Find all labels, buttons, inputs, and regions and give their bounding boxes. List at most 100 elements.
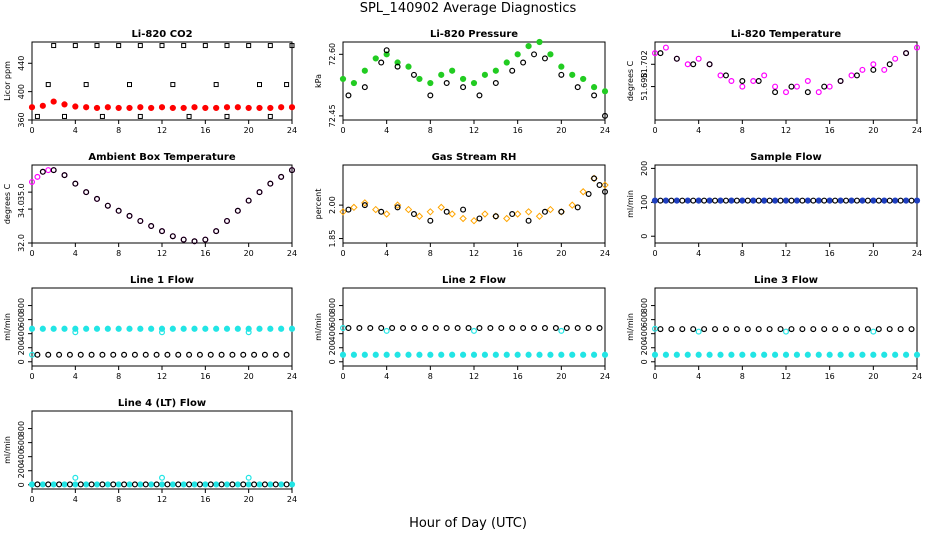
data-point: [45, 481, 52, 488]
series-1: [651, 325, 877, 335]
series-1: [29, 329, 252, 358]
data-point: [591, 92, 598, 99]
data-point: [739, 77, 746, 84]
data-point: [278, 325, 285, 332]
data-point: [410, 211, 417, 218]
data-point: [459, 214, 467, 223]
x-tick-label: 20: [244, 495, 254, 504]
data-point: [267, 481, 274, 488]
x-tick-label: 8: [428, 249, 433, 258]
data-point: [394, 59, 401, 66]
data-point: [191, 325, 198, 332]
data-point: [492, 67, 499, 74]
data-point: [531, 325, 538, 332]
data-point: [99, 481, 106, 488]
data-point: [256, 325, 263, 332]
y-axis-label: ml/min: [3, 436, 12, 464]
y-axis-label: ml/min: [3, 313, 12, 341]
x-tick-label: 24: [287, 249, 297, 258]
data-point: [126, 212, 133, 219]
data-point: [45, 167, 52, 174]
data-point: [361, 351, 368, 358]
x-tick-label: 20: [556, 372, 566, 381]
x-tick-label: 12: [781, 372, 791, 381]
data-point: [437, 203, 445, 212]
data-point: [224, 43, 230, 49]
x-tick-label: 20: [244, 126, 254, 135]
data-point: [415, 212, 424, 220]
data-point: [881, 351, 888, 358]
data-point: [350, 203, 358, 212]
y-tick-label: 200: [640, 161, 649, 176]
data-point: [93, 481, 101, 488]
data-point: [766, 197, 773, 204]
data-point: [137, 43, 143, 49]
data-point: [245, 474, 252, 481]
data-point: [913, 44, 920, 51]
data-point: [673, 55, 680, 62]
data-point: [701, 197, 708, 204]
data-point: [121, 481, 128, 488]
data-point: [137, 481, 144, 488]
x-tick-label: 12: [157, 249, 167, 258]
x-tick-label: 20: [868, 126, 878, 135]
x-tick-label: 8: [116, 126, 121, 135]
data-point: [115, 104, 122, 112]
data-point: [673, 197, 680, 204]
data-point: [126, 481, 133, 488]
data-point: [750, 197, 757, 204]
x-axis-caption: Hour of Day (UTC): [409, 516, 527, 531]
data-point: [558, 63, 565, 70]
x-tick-label: 8: [740, 372, 745, 381]
data-point: [722, 72, 729, 79]
data-point: [29, 351, 36, 358]
data-point: [547, 351, 554, 358]
x-tick-label: 0: [29, 372, 34, 381]
data-point: [39, 481, 46, 488]
panel-title: Li-820 Temperature: [731, 29, 841, 40]
panel-title: Ambient Box Temperature: [88, 152, 235, 163]
data-point: [695, 55, 702, 62]
data-point: [815, 351, 822, 358]
data-point: [810, 197, 817, 204]
data-point: [509, 67, 516, 74]
data-point: [404, 205, 413, 214]
data-point: [853, 326, 860, 333]
data-point: [569, 71, 576, 78]
data-point: [213, 104, 220, 112]
data-point: [815, 197, 822, 204]
data-point: [832, 326, 839, 333]
x-tick-label: 0: [340, 126, 345, 135]
data-point: [662, 351, 670, 358]
x-tick-label: 24: [600, 372, 610, 381]
panel-title: Gas Stream RH: [432, 152, 517, 163]
data-point: [137, 325, 144, 332]
data-point: [503, 214, 511, 223]
data-point: [465, 325, 472, 332]
data-point: [283, 351, 290, 358]
x-tick-label: 4: [384, 249, 389, 258]
data-point: [196, 481, 203, 488]
data-point: [245, 481, 252, 488]
data-point: [93, 325, 101, 332]
data-point: [56, 481, 63, 488]
data-point: [261, 481, 268, 488]
x-tick-label: 8: [740, 249, 745, 258]
data-point: [169, 233, 176, 240]
data-point: [77, 481, 84, 488]
data-point: [902, 197, 910, 204]
x-tick-label: 8: [428, 126, 433, 135]
x-tick-label: 16: [513, 249, 523, 258]
data-point: [240, 481, 247, 488]
data-point: [596, 325, 603, 332]
series-1: [29, 474, 252, 488]
data-point: [202, 43, 208, 49]
data-point: [186, 351, 193, 358]
data-point: [372, 205, 380, 214]
data-point: [115, 325, 122, 332]
data-point: [590, 84, 598, 91]
data-point: [383, 51, 390, 58]
data-point: [272, 351, 279, 358]
data-point: [45, 82, 51, 88]
data-point: [104, 104, 111, 111]
